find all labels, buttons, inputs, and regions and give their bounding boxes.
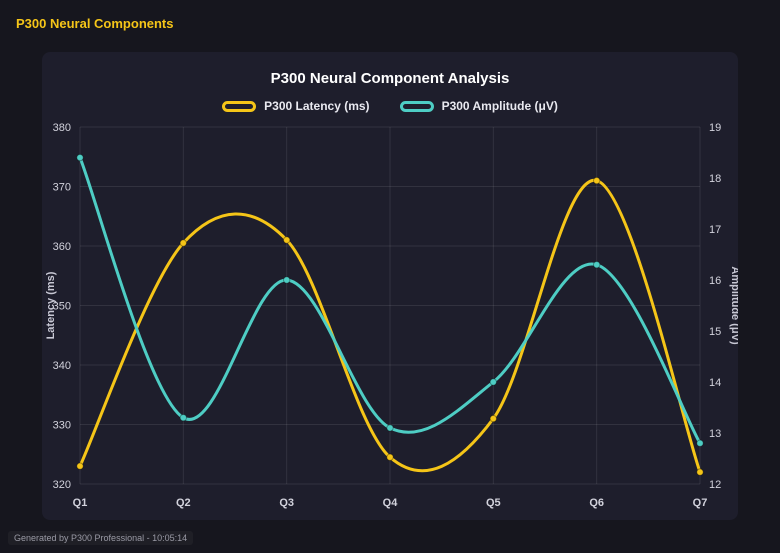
legend-swatch (222, 100, 257, 112)
right-axis-tick: 13 (709, 428, 721, 440)
data-point-series-0 (489, 414, 497, 423)
app-title: P300 Neural Components (16, 16, 174, 31)
data-point-series-0 (179, 239, 188, 247)
x-axis-tick: Q3 (279, 497, 294, 509)
footer-note: Generated by P300 Professional - 10:05:1… (8, 531, 194, 545)
data-point-series-0 (76, 462, 84, 470)
left-axis-tick: 340 (53, 360, 71, 372)
data-point-series-1 (179, 414, 188, 422)
chart-card: P300 Neural Component Analysis P300 Late… (42, 52, 738, 520)
data-point-series-0 (696, 468, 704, 476)
right-axis-tick: 14 (709, 377, 721, 389)
chart-legend: P300 Latency (ms) P300 Amplitude (μV) (222, 99, 558, 113)
x-axis-tick: Q7 (693, 497, 708, 509)
data-point-series-0 (283, 236, 291, 244)
data-point-series-1 (283, 276, 291, 284)
left-axis-tick: 320 (53, 479, 71, 491)
right-axis-tick: 12 (709, 479, 721, 491)
left-axis-tick: 360 (53, 241, 71, 253)
legend-swatch (399, 100, 434, 112)
right-axis-tick: 15 (709, 326, 721, 338)
data-point-series-0 (386, 453, 394, 461)
data-point-series-1 (696, 439, 704, 447)
left-axis-tick: 380 (53, 122, 71, 134)
x-axis-tick: Q2 (176, 497, 191, 509)
data-point-series-1 (593, 261, 601, 269)
left-axis-title: Latency (ms) (45, 271, 57, 339)
right-axis-tick: 19 (709, 122, 721, 134)
data-point-series-0 (593, 176, 601, 185)
data-point-series-1 (489, 378, 497, 386)
right-axis-tick: 16 (709, 275, 721, 287)
left-axis-tick: 350 (53, 301, 71, 313)
legend-label: P300 Amplitude (μV) (441, 99, 558, 113)
right-axis-title: Amplitude (μV) (729, 266, 738, 345)
left-axis-tick: 370 (53, 182, 71, 194)
left-axis-tick: 330 (53, 420, 71, 432)
legend-item-1[interactable]: P300 Amplitude (μV) (399, 99, 558, 113)
chart-title: P300 Neural Component Analysis (270, 70, 510, 87)
x-axis-tick: Q4 (383, 497, 399, 509)
legend-label: P300 Latency (ms) (264, 99, 370, 113)
legend-item-0[interactable]: P300 Latency (ms) (222, 99, 370, 113)
x-axis-tick: Q5 (486, 497, 501, 509)
x-axis-tick: Q6 (589, 497, 604, 509)
x-axis-tick: Q1 (73, 497, 88, 509)
data-point-series-1 (76, 153, 84, 162)
right-axis-tick: 18 (709, 173, 721, 185)
data-point-series-1 (386, 424, 394, 432)
p300-line-chart: 320 330 340 350 360 370 380 12 13 14 15 16 17 18 19 Q1 Q… (45, 122, 738, 509)
right-axis-tick: 17 (709, 224, 721, 236)
